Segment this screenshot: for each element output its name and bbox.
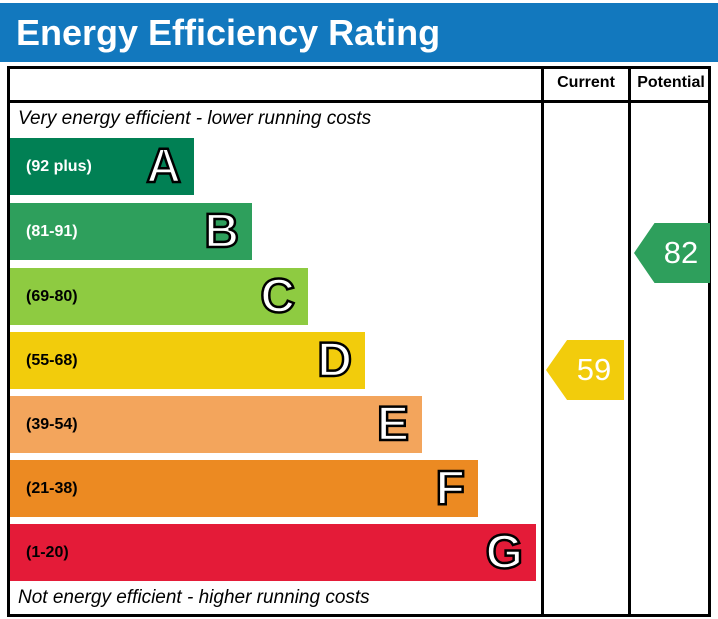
rating-band-e: (39-54) E bbox=[10, 396, 422, 453]
band-range-label: (92 plus) bbox=[26, 157, 92, 175]
column-divider-potential bbox=[628, 66, 631, 617]
column-divider-current bbox=[541, 66, 544, 617]
band-letter: E bbox=[376, 397, 411, 451]
band-letter: G bbox=[484, 525, 524, 579]
band-letter: B bbox=[203, 204, 240, 258]
rating-band-g: (1-20) G bbox=[10, 524, 536, 581]
band-letter: A bbox=[145, 139, 182, 193]
column-header-current: Current bbox=[557, 74, 615, 91]
potential-rating-value: 82 bbox=[663, 235, 699, 270]
band-letter: C bbox=[259, 269, 296, 323]
band-letter: D bbox=[316, 333, 353, 387]
title-banner: Energy Efficiency Rating bbox=[0, 3, 718, 62]
band-letter: F bbox=[434, 461, 466, 515]
column-header-potential: Potential bbox=[637, 74, 705, 91]
header-row-divider bbox=[7, 100, 711, 103]
band-range-label: (21-38) bbox=[26, 479, 78, 497]
rating-band-f: (21-38) F bbox=[10, 460, 478, 517]
page-title: Energy Efficiency Rating bbox=[16, 11, 441, 53]
rating-band-d: (55-68) D bbox=[10, 332, 365, 389]
rating-band-b: (81-91) B bbox=[10, 203, 252, 260]
band-range-label: (55-68) bbox=[26, 351, 78, 369]
rating-band-a: (92 plus) A bbox=[10, 138, 194, 195]
current-rating-value: 59 bbox=[576, 352, 612, 387]
caption-very-efficient: Very energy efficient - lower running co… bbox=[18, 108, 372, 129]
band-range-label: (1-20) bbox=[26, 543, 69, 561]
band-range-label: (39-54) bbox=[26, 415, 78, 433]
band-range-label: (69-80) bbox=[26, 287, 78, 305]
band-range-label: (81-91) bbox=[26, 222, 78, 240]
rating-band-c: (69-80) C bbox=[10, 268, 308, 325]
caption-not-efficient: Not energy efficient - higher running co… bbox=[18, 587, 370, 608]
